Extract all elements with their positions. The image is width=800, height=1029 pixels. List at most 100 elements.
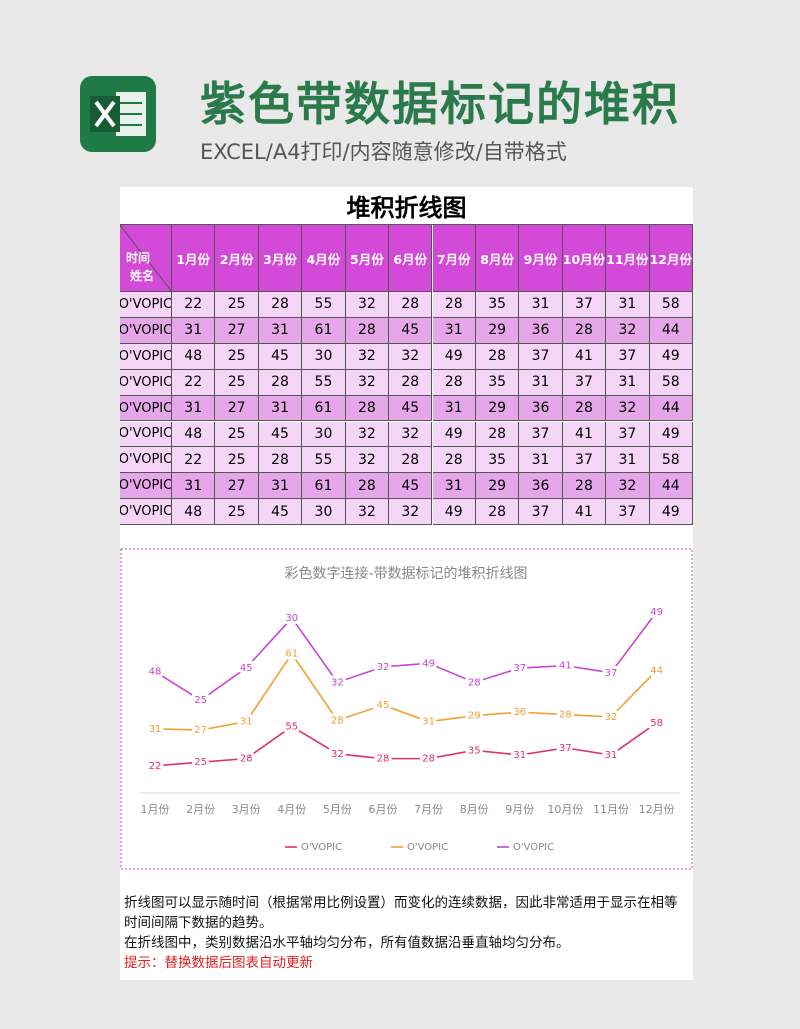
- table-cell: 31: [519, 369, 563, 396]
- marker: [427, 720, 431, 724]
- marker: [609, 671, 613, 675]
- table-cell: 45: [389, 317, 433, 344]
- table-cell: 27: [215, 473, 259, 500]
- table-cell: 41: [562, 499, 607, 526]
- data-label: 29: [468, 711, 481, 722]
- marker: [244, 720, 248, 724]
- corner-label: 姓名: [130, 269, 155, 283]
- marker: [199, 728, 203, 732]
- marker: [381, 665, 385, 669]
- table-cell: 28: [345, 395, 390, 422]
- table-cell: 58: [649, 447, 693, 474]
- marker: [563, 746, 567, 750]
- x-tick-label: 11月份: [593, 803, 629, 816]
- table-cell: 49: [432, 343, 476, 370]
- marker: [472, 680, 476, 684]
- corner-diagonal: [120, 225, 171, 291]
- data-label: 41: [559, 661, 572, 672]
- table-cell: 37: [562, 292, 607, 318]
- x-tick-label: 4月份: [277, 803, 306, 816]
- table-cell: 58: [649, 369, 693, 396]
- table-cell: 32: [389, 343, 433, 370]
- column-header: 7月份: [432, 225, 476, 292]
- table-cell: 48: [172, 499, 216, 526]
- table-cell: 28: [258, 447, 303, 474]
- data-label: 32: [331, 677, 344, 688]
- chart-frame: [120, 548, 693, 870]
- marker: [381, 757, 385, 761]
- table-cell: 55: [302, 292, 346, 318]
- table-cell: 37: [562, 447, 607, 474]
- table-cell: 37: [519, 421, 563, 448]
- table-cell: 45: [389, 395, 433, 422]
- table-cell: 25: [215, 499, 259, 526]
- data-label: 28: [468, 677, 481, 688]
- data-label: 32: [377, 662, 390, 673]
- table-cell: 35: [475, 292, 520, 318]
- marker: [290, 616, 294, 620]
- table-cell: 28: [345, 317, 390, 344]
- table-cell: 28: [389, 292, 433, 318]
- column-header: 11月份: [606, 225, 650, 292]
- row-name: O'VOPIC: [120, 292, 172, 318]
- marker: [244, 666, 248, 670]
- marker: [153, 670, 157, 674]
- data-label: 37: [559, 743, 572, 754]
- table-cell: 31: [606, 369, 650, 396]
- column-header: 9月份: [519, 225, 563, 292]
- sheet: 堆积折线图 时间 姓名 1月份 2月份 3月份 4月份 5月份 6月份 7月份 8月份 9月份 10月…: [120, 187, 693, 980]
- data-label: 27: [194, 725, 207, 736]
- table-cell: 45: [258, 343, 303, 370]
- table-cell: 31: [606, 292, 650, 318]
- table-cell: 35: [475, 369, 520, 396]
- data-label: 45: [240, 663, 253, 674]
- row-name: O'VOPIC: [120, 473, 172, 500]
- corner-cell: 时间姓名: [120, 225, 172, 292]
- table-cell: 45: [258, 421, 303, 448]
- table-cell: 31: [258, 395, 303, 422]
- table-cell: 44: [649, 317, 693, 344]
- table-cell: 28: [389, 369, 433, 396]
- data-label: 58: [650, 718, 663, 729]
- column-header: 6月份: [389, 225, 433, 292]
- notes: 折线图可以显示随时间（根据常用比例设置）而变化的连续数据，因此非常适用于显示在相…: [124, 893, 690, 973]
- marker: [199, 698, 203, 702]
- row-name: O'VOPIC: [120, 421, 172, 448]
- legend-label: O'VOPIC: [301, 842, 342, 853]
- x-tick-label: 10月份: [547, 803, 583, 816]
- marker: [563, 713, 567, 717]
- x-tick-label: 1月份: [141, 803, 170, 816]
- marker: [655, 610, 659, 614]
- table-cell: 29: [475, 317, 520, 344]
- table-cell: 61: [302, 473, 346, 500]
- marker: [244, 757, 248, 761]
- marker: [655, 721, 659, 725]
- table-cell: 28: [475, 343, 520, 370]
- marker: [381, 703, 385, 707]
- table-cell: 37: [606, 343, 650, 370]
- page-subtitle: EXCEL/A4打印/内容随意修改/自带格式: [200, 140, 567, 164]
- note: 在折线图中，类别数据沿水平轴均匀分布，所有值数据沿垂直轴均匀分布。: [124, 935, 570, 951]
- data-label: 44: [650, 665, 663, 676]
- table-cell: 22: [172, 447, 216, 474]
- data-label: 49: [650, 607, 663, 618]
- table-cell: 37: [519, 499, 563, 526]
- data-label: 28: [331, 715, 344, 726]
- marker: [427, 757, 431, 761]
- table-cell: 36: [519, 395, 563, 422]
- table-cell: 27: [215, 395, 259, 422]
- data-label: 30: [285, 613, 298, 624]
- table-cell: 31: [172, 395, 216, 422]
- data-label: 49: [422, 658, 435, 669]
- data-label: 22: [149, 761, 162, 772]
- corner-label: 时间: [126, 251, 151, 265]
- marker: [655, 668, 659, 672]
- marker: [335, 752, 339, 756]
- data-label: 35: [468, 745, 481, 756]
- table-cell: 61: [302, 395, 346, 422]
- marker: [518, 753, 522, 757]
- excel-icon: [80, 76, 156, 152]
- legend-label: O'VOPIC: [407, 842, 448, 853]
- data-label: 37: [513, 663, 526, 674]
